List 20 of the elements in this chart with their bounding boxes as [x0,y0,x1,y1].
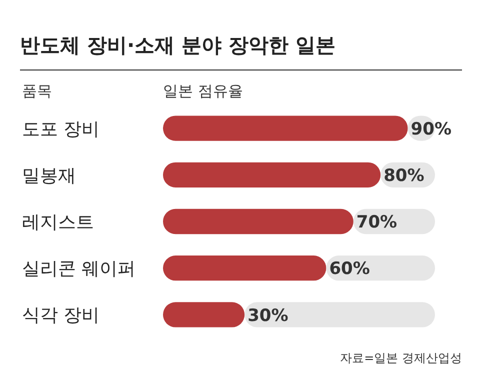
data-label: 70% [356,212,398,233]
y-tick-label: 식각 장비 [22,305,100,326]
bar [244,302,435,328]
bar [163,302,245,328]
y-tick-label: 도포 장비 [22,118,100,140]
y-tick-label: 밀봉재 [22,165,76,186]
bar [163,116,408,141]
data-label: 80% [384,166,424,186]
y-tick-label: 레지스트 [22,212,94,233]
data-label: 90% [410,119,452,140]
bar [163,208,354,234]
bar [163,162,381,188]
y-tick-label: 실리콘 웨이퍼 [22,258,136,280]
text: 자료=일본 경제산업성 [340,351,462,365]
bar [163,256,326,281]
data-label: 30% [248,306,288,326]
y-axis-title: 품목 [22,82,52,100]
chart-title: 반도체 장비·소재 분야 장악한 일본 [20,33,336,57]
x-axis-title: 일본 점유율 [163,82,243,100]
data-label: 60% [329,259,370,280]
